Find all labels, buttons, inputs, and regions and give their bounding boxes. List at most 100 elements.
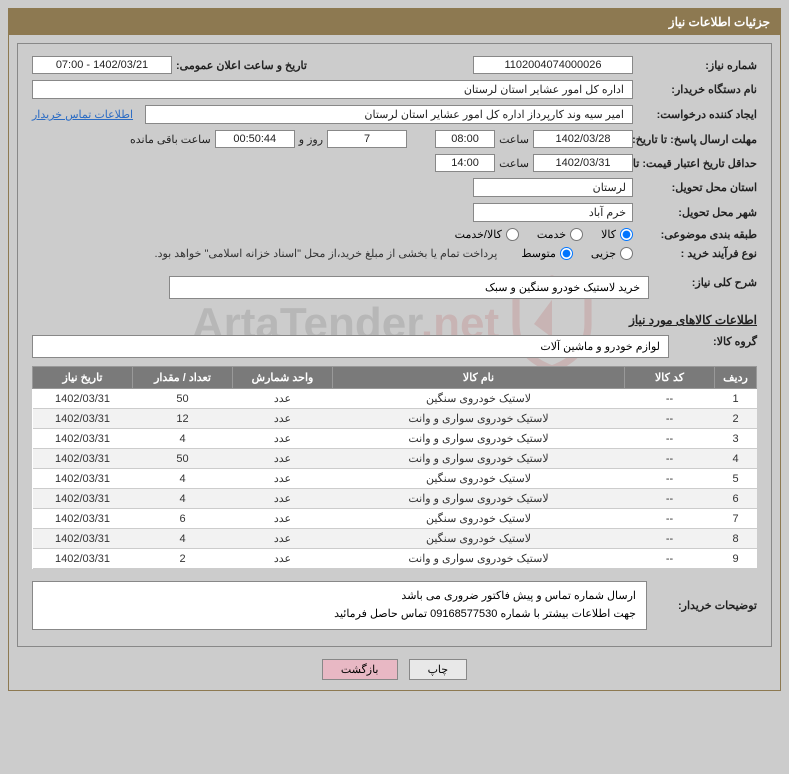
city-value: خرم آباد [473, 203, 633, 222]
table-row: 7--لاستیک خودروی سنگینعدد61402/03/31 [33, 509, 757, 529]
table-cell: لاستیک خودروی سنگین [333, 389, 625, 409]
radio-both-input[interactable] [506, 228, 519, 241]
table-cell: -- [625, 409, 715, 429]
table-cell: 1402/03/31 [33, 549, 133, 569]
details-panel: جزئیات اطلاعات نیاز ArtaTender.net شماره… [8, 8, 781, 691]
radio-service[interactable]: خدمت [537, 228, 583, 241]
table-cell: لاستیک خودروی سنگین [333, 469, 625, 489]
radio-small-input[interactable] [620, 247, 633, 260]
table-cell: -- [625, 549, 715, 569]
table-cell: 4 [133, 529, 233, 549]
requester-value: امیر سیه وند کارپرداز اداره کل امور عشای… [145, 105, 633, 124]
buyer-note-line2: جهت اطلاعات بیشتر با شماره 09168577530 ت… [43, 606, 636, 624]
category-radio-group: کالا خدمت کالا/خدمت [455, 228, 633, 241]
general-desc-label: شرح کلی نیاز: [657, 276, 757, 289]
table-cell: عدد [233, 409, 333, 429]
table-cell: لاستیک خودروی سواری و وانت [333, 549, 625, 569]
table-cell: 1402/03/31 [33, 429, 133, 449]
table-cell: -- [625, 389, 715, 409]
goods-section-title: اطلاعات کالاهای مورد نیاز [32, 313, 757, 327]
table-cell: 2 [715, 409, 757, 429]
announce-value: 1402/03/21 - 07:00 [32, 56, 172, 74]
need-no-label: شماره نیاز: [637, 59, 757, 72]
radio-small[interactable]: جزیی [591, 247, 633, 260]
purchase-type-radio-group: جزیی متوسط [521, 247, 633, 260]
time-label-1: ساعت [499, 133, 529, 146]
table-cell: 3 [715, 429, 757, 449]
table-cell: 1402/03/31 [33, 409, 133, 429]
buyer-org-value: اداره کل امور عشایر استان لرستان [32, 80, 633, 99]
buyer-note-label: توضیحات خریدار: [657, 599, 757, 612]
table-cell: عدد [233, 489, 333, 509]
table-cell: 1402/03/31 [33, 509, 133, 529]
table-cell: 1402/03/31 [33, 469, 133, 489]
radio-both[interactable]: کالا/خدمت [455, 228, 519, 241]
requester-label: ایجاد کننده درخواست: [637, 108, 757, 121]
table-cell: 50 [133, 389, 233, 409]
table-cell: عدد [233, 429, 333, 449]
th-row: ردیف [715, 367, 757, 389]
th-unit: واحد شمارش [233, 367, 333, 389]
validity-label: حداقل تاریخ اعتبار قیمت: تا تاریخ: [637, 157, 757, 170]
table-cell: لاستیک خودروی سنگین [333, 529, 625, 549]
back-button[interactable]: بازگشت [322, 659, 398, 680]
radio-medium-input[interactable] [560, 247, 573, 260]
time-label-2: ساعت [499, 157, 529, 170]
table-cell: 8 [715, 529, 757, 549]
table-cell: 7 [715, 509, 757, 529]
table-cell: -- [625, 449, 715, 469]
table-cell: 4 [133, 429, 233, 449]
radio-goods-input[interactable] [620, 228, 633, 241]
table-cell: عدد [233, 389, 333, 409]
table-cell: لاستیک خودروی سواری و وانت [333, 489, 625, 509]
validity-date: 1402/03/31 [533, 154, 633, 172]
table-cell: عدد [233, 509, 333, 529]
table-cell: 1402/03/31 [33, 529, 133, 549]
deadline-label: مهلت ارسال پاسخ: تا تاریخ: [637, 133, 757, 146]
table-cell: لاستیک خودروی سنگین [333, 509, 625, 529]
deadline-time: 08:00 [435, 130, 495, 148]
radio-medium[interactable]: متوسط [521, 247, 573, 260]
table-row: 1--لاستیک خودروی سنگینعدد501402/03/31 [33, 389, 757, 409]
table-cell: 2 [133, 549, 233, 569]
days-remain: 7 [327, 130, 407, 148]
table-cell: -- [625, 529, 715, 549]
table-cell: 1402/03/31 [33, 389, 133, 409]
table-cell: -- [625, 469, 715, 489]
buyer-note-box: ارسال شماره تماس و پیش فاکتور ضروری می ب… [32, 581, 647, 630]
table-cell: 1 [715, 389, 757, 409]
payment-note: پرداخت تمام یا بخشی از مبلغ خرید،از محل … [155, 247, 498, 260]
announce-label: تاریخ و ساعت اعلان عمومی: [176, 59, 307, 72]
countdown: 00:50:44 [215, 130, 295, 148]
category-label: طبقه بندی موضوعی: [637, 228, 757, 241]
table-row: 3--لاستیک خودروی سواری و وانتعدد41402/03… [33, 429, 757, 449]
table-cell: 12 [133, 409, 233, 429]
buyer-contact-link[interactable]: اطلاعات تماس خریدار [32, 108, 133, 121]
table-cell: 4 [715, 449, 757, 469]
table-row: 8--لاستیک خودروی سنگینعدد41402/03/31 [33, 529, 757, 549]
table-row: 4--لاستیک خودروی سواری و وانتعدد501402/0… [33, 449, 757, 469]
table-cell: -- [625, 429, 715, 449]
table-cell: 1402/03/31 [33, 449, 133, 469]
table-cell: عدد [233, 469, 333, 489]
radio-service-input[interactable] [570, 228, 583, 241]
table-cell: عدد [233, 449, 333, 469]
table-cell: 4 [133, 469, 233, 489]
province-value: لرستان [473, 178, 633, 197]
buyer-note-line1: ارسال شماره تماس و پیش فاکتور ضروری می ب… [43, 588, 636, 606]
city-label: شهر محل تحویل: [637, 206, 757, 219]
province-label: استان محل تحویل: [637, 181, 757, 194]
validity-time: 14:00 [435, 154, 495, 172]
radio-goods[interactable]: کالا [601, 228, 633, 241]
th-qty: تعداد / مقدار [133, 367, 233, 389]
table-cell: لاستیک خودروی سواری و وانت [333, 409, 625, 429]
table-cell: 4 [133, 489, 233, 509]
table-cell: عدد [233, 549, 333, 569]
need-no-value: 1102004074000026 [473, 56, 633, 74]
table-cell: لاستیک خودروی سواری و وانت [333, 429, 625, 449]
table-cell: عدد [233, 529, 333, 549]
goods-group-value: لوازم خودرو و ماشین آلات [32, 335, 669, 358]
days-text: روز و [299, 133, 323, 146]
print-button[interactable]: چاپ [409, 659, 468, 680]
general-desc-value: خرید لاستیک خودرو سنگین و سبک [169, 276, 649, 299]
